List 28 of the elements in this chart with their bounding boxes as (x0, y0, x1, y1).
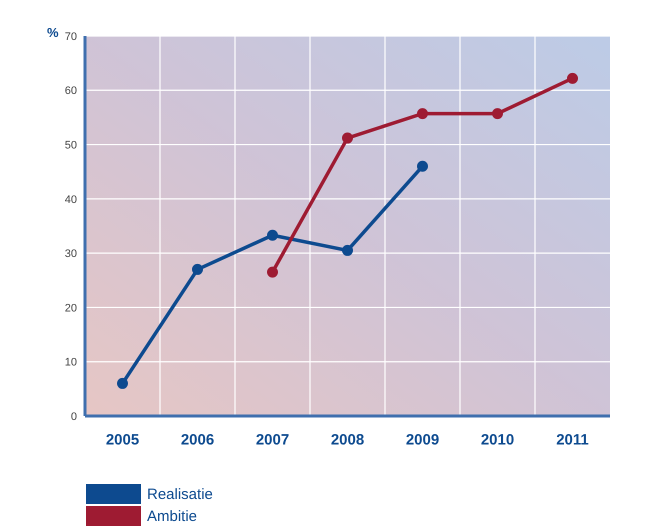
legend-label: Realisatie (147, 486, 213, 502)
y-axis-title: % (47, 25, 59, 40)
point (567, 72, 578, 84)
x-tick-label: 2007 (256, 432, 290, 449)
x-tick-label: 2008 (330, 432, 364, 449)
point (417, 160, 428, 172)
x-tick-label: 2006 (180, 432, 214, 449)
legend-label: Ambitie (147, 508, 198, 524)
y-tick-label: 60 (64, 85, 77, 98)
point (342, 244, 353, 256)
y-tick-label: 50 (64, 139, 77, 152)
x-tick-label: 2011 (556, 432, 589, 449)
y-tick-label: 40 (64, 194, 77, 206)
x-tick-label: 2009 (406, 432, 440, 449)
y-tick-label: 70 (64, 30, 77, 43)
point (342, 132, 353, 144)
point (267, 266, 278, 278)
y-tick-label: 10 (64, 356, 77, 369)
x-tick-label: 2005 (106, 432, 140, 449)
y-tick-label: 20 (64, 302, 77, 314)
point (192, 264, 203, 275)
point (117, 378, 128, 389)
point (267, 230, 278, 241)
x-tick-label: 2010 (480, 432, 514, 449)
point (417, 108, 428, 120)
y-tick-label: 0 (70, 410, 77, 423)
y-tick-label: 30 (64, 248, 77, 260)
point (492, 108, 503, 120)
